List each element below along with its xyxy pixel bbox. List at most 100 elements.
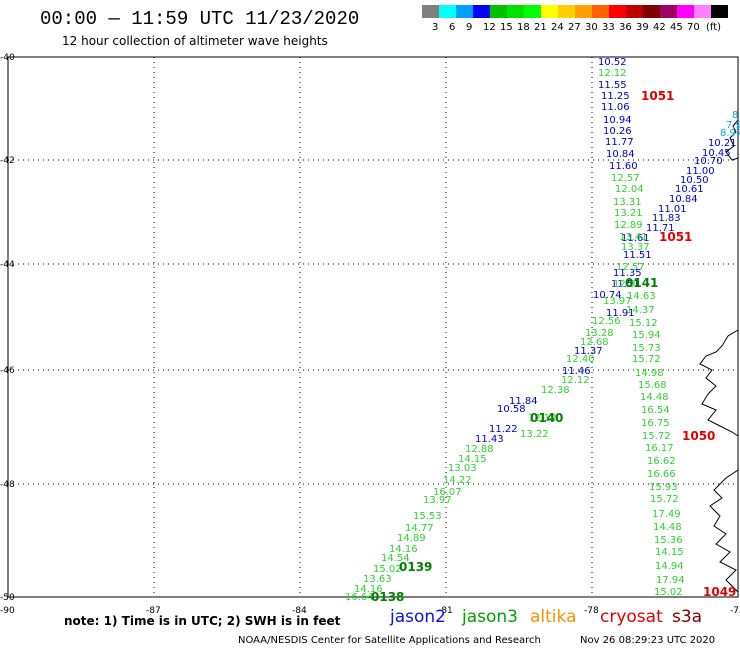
swh-label-jason2: 10.52 xyxy=(598,57,627,68)
swh-label-jason3: 13.97 xyxy=(603,296,632,307)
x-tick-label: -81 xyxy=(438,606,453,616)
satellite-jason2: jason2 xyxy=(390,607,446,627)
legend-swatch xyxy=(575,5,592,18)
swh-label-cryosat: 16.54 xyxy=(641,405,670,416)
swh-label-jason3: 15.02 xyxy=(373,564,402,575)
swh-label-cryosat: 17.49 xyxy=(652,509,681,520)
swh-label-jason2-diag: 10.45 xyxy=(702,148,731,159)
swh-label-jason3: 13.31 xyxy=(613,197,642,208)
swh-label-jason3: 12.04 xyxy=(615,184,644,195)
swh-label-jason3: 12.88 xyxy=(465,444,494,455)
satellite-jason3: jason3 xyxy=(462,607,518,627)
swh-label-cryosat: 17.94 xyxy=(656,575,685,586)
legend-swatch xyxy=(439,5,456,18)
y-tick-label: -48 xyxy=(0,480,15,490)
y-tick-label: -50 xyxy=(0,593,15,603)
satellite-cryosat: cryosat xyxy=(600,607,663,627)
swh-label-jason2: 11.60 xyxy=(609,161,638,172)
swh-label-jason3: 14.16 xyxy=(354,584,383,595)
legend-label: 45 xyxy=(670,22,683,33)
swh-label-jason2: 10.58 xyxy=(497,404,526,415)
swh-label-cryosat: 15.02 xyxy=(654,587,683,598)
swh-label-jason2-diag: 11.00 xyxy=(686,166,715,177)
swh-label-jason3: 14.16 xyxy=(389,544,418,555)
credit-line: NOAA/NESDIS Center for Satellite Applica… xyxy=(238,635,541,646)
legend-swatch xyxy=(473,5,490,18)
swh-label-jason2-diag: 10.70 xyxy=(694,156,723,167)
swh-label-jason3: 13.21 xyxy=(614,208,643,219)
swh-label-cryosat: 16.62 xyxy=(647,456,676,467)
swh-label-cryosat: 15.72 xyxy=(642,431,671,442)
legend-label: 39 xyxy=(636,22,649,33)
swh-label-jason3: 13.97 xyxy=(423,495,452,506)
swh-label-jason3: 14.54 xyxy=(381,553,410,564)
time-label: 0141 xyxy=(625,276,658,290)
legend-label: 36 xyxy=(619,22,632,33)
swh-label-jason3: 16.64 xyxy=(345,592,374,603)
swh-label-jason3: 14.22 xyxy=(443,475,472,486)
swh-label-jason2: 11.22 xyxy=(489,424,518,435)
swh-label-jason2-diag: 10.61 xyxy=(675,184,704,195)
pressure-label: 1051 xyxy=(641,89,674,103)
x-tick-label: -84 xyxy=(292,606,307,616)
legend-swatch xyxy=(456,5,473,18)
swh-label-cyan: 7.9 xyxy=(726,120,740,131)
legend-swatch xyxy=(592,5,609,18)
swh-label-jason3: 12.38 xyxy=(541,385,570,396)
coastline-upper xyxy=(725,119,739,161)
y-tick-label: -44 xyxy=(0,260,15,270)
swh-label-jason2: 10.94 xyxy=(603,115,632,126)
swh-label-cryosat: 15.93 xyxy=(649,482,678,493)
legend-label: 9 xyxy=(466,22,473,33)
swh-label-jason3: 12.57 xyxy=(616,262,645,273)
x-tick-label: -78 xyxy=(584,606,599,616)
page-title: 00:00 — 11:59 UTC 11/23/2020 xyxy=(40,8,360,30)
y-tick-label: -40 xyxy=(0,53,15,63)
pressure-label: 1049 xyxy=(703,585,736,599)
swh-label-jason2: 10.26 xyxy=(603,126,632,137)
swh-label-jason2-diag: 10.84 xyxy=(669,194,698,205)
coastline-chile xyxy=(699,329,739,437)
swh-label-jason2: 11.84 xyxy=(509,396,538,407)
time-label: 0140 xyxy=(530,411,563,425)
swh-label-jason3: 12.12 xyxy=(598,68,627,79)
swh-label-jason2: 10.74 xyxy=(593,290,622,301)
swh-label-jason2: 11.55 xyxy=(598,80,627,91)
legend-swatch xyxy=(626,5,643,18)
legend-swatch xyxy=(558,5,575,18)
swh-label-jason3: 13.41 xyxy=(619,232,648,243)
swh-label-jason3: 12.12 xyxy=(561,375,590,386)
swh-label-jason2-diag: 11.01 xyxy=(658,204,687,215)
swh-label-jason2-diag: 10.21 xyxy=(708,138,737,149)
swh-label-jason2-diag: 10.50 xyxy=(680,175,709,186)
page-subtitle: 12 hour collection of altimeter wave hei… xyxy=(62,34,328,48)
swh-label-jason2: 11.91 xyxy=(606,308,635,319)
swh-label-cryosat: 15.73 xyxy=(632,343,661,354)
swh-label-cyan: 8 xyxy=(732,110,738,121)
legend-label: 6 xyxy=(449,22,456,33)
swh-label-jason2: 11.46 xyxy=(562,366,591,377)
swh-label-cryosat: 14.15 xyxy=(655,547,684,558)
pressure-label: 1050 xyxy=(682,429,715,443)
swh-label-jason3: 13.37 xyxy=(621,242,650,253)
swh-label-cryosat: 16.75 xyxy=(641,418,670,429)
swh-label-jason3: 16.07 xyxy=(433,487,462,498)
swh-label-jason2: 11.77 xyxy=(605,137,634,148)
swh-label-jason3: 13.03 xyxy=(448,463,477,474)
footnote: note: 1) Time is in UTC; 2) SWH is in fe… xyxy=(64,614,341,628)
swh-label-jason3: 12.57 xyxy=(611,173,640,184)
time-label: 0139 xyxy=(399,560,432,574)
swh-label-jason2: 11.25 xyxy=(601,91,630,102)
swh-label-jason2-diag: 11.61 xyxy=(621,233,650,244)
legend-swatch xyxy=(507,5,524,18)
satellite-s3a: s3a xyxy=(672,607,703,627)
legend-swatch xyxy=(524,5,541,18)
swh-label-jason2-diag: 11.83 xyxy=(652,213,681,224)
swh-label-cyan: 8.97 xyxy=(720,128,740,139)
legend-swatch xyxy=(643,5,660,18)
x-tick-label: -90 xyxy=(0,606,15,616)
swh-label-cryosat: 14.98 xyxy=(635,368,664,379)
swh-label-jason2: 11.06 xyxy=(601,102,630,113)
legend-swatch xyxy=(711,5,728,18)
coastline-chile-lower xyxy=(709,469,739,593)
